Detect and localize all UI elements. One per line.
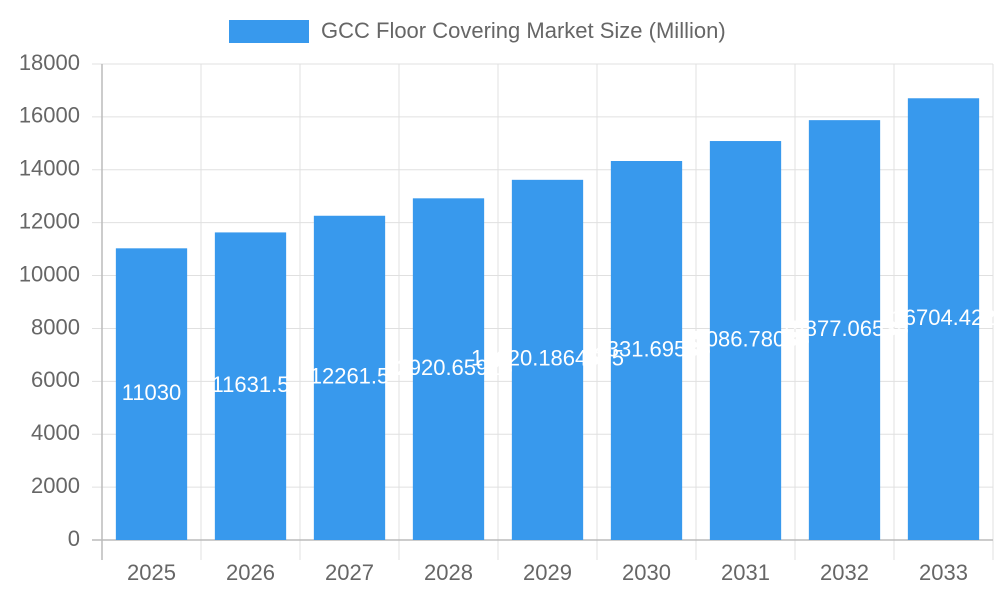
data-label: 11631.5 <box>212 372 290 397</box>
bar <box>610 161 683 540</box>
x-tick-label: 2025 <box>127 560 176 585</box>
x-tick-label: 2033 <box>919 560 968 585</box>
bar <box>214 232 287 540</box>
data-label: 13620.1864675 <box>471 346 624 371</box>
y-tick-label: 12000 <box>19 208 80 233</box>
y-tick-label: 6000 <box>31 367 80 392</box>
data-label: 14331.69535 <box>582 336 710 361</box>
bar <box>709 141 782 540</box>
bar <box>511 179 584 541</box>
y-tick-label: 4000 <box>31 420 80 445</box>
legend-swatch <box>229 20 309 43</box>
bar <box>115 248 188 540</box>
x-tick-label: 2027 <box>325 560 374 585</box>
bar <box>313 215 386 540</box>
y-tick-label: 14000 <box>19 156 80 181</box>
bar <box>808 120 881 540</box>
x-tick-label: 2032 <box>820 560 869 585</box>
bar <box>412 198 485 540</box>
data-label: 16704.422 <box>892 305 996 330</box>
bar <box>907 98 980 541</box>
y-tick-label: 10000 <box>19 261 80 286</box>
data-label: 11030 <box>122 380 182 405</box>
data-label: 15086.78035 <box>681 326 809 351</box>
y-tick-label: 2000 <box>31 473 80 498</box>
x-tick-label: 2028 <box>424 560 473 585</box>
data-label: 12920.65925 <box>384 355 512 380</box>
data-label: 15877.06535 <box>780 316 908 341</box>
legend-label: GCC Floor Covering Market Size (Million) <box>321 18 726 43</box>
y-tick-label: 0 <box>68 526 80 551</box>
x-tick-label: 2030 <box>622 560 671 585</box>
y-tick-label: 18000 <box>19 50 80 75</box>
x-tick-label: 2026 <box>226 560 275 585</box>
y-tick-label: 16000 <box>19 103 80 128</box>
x-tick-label: 2031 <box>721 560 770 585</box>
y-tick-label: 8000 <box>31 314 80 339</box>
data-label: 12261.5 <box>310 364 390 389</box>
x-tick-label: 2029 <box>523 560 572 585</box>
